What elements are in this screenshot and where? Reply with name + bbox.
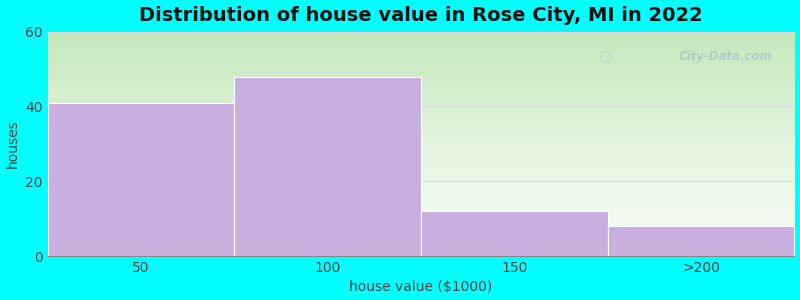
- Text: ○: ○: [598, 50, 611, 64]
- Title: Distribution of house value in Rose City, MI in 2022: Distribution of house value in Rose City…: [139, 6, 703, 25]
- Bar: [421, 211, 608, 256]
- Bar: [608, 226, 794, 256]
- Bar: [47, 103, 234, 256]
- Text: City-Data.com: City-Data.com: [678, 50, 772, 63]
- Bar: [234, 76, 421, 256]
- X-axis label: house value ($1000): house value ($1000): [350, 280, 493, 294]
- Y-axis label: houses: houses: [6, 119, 19, 168]
